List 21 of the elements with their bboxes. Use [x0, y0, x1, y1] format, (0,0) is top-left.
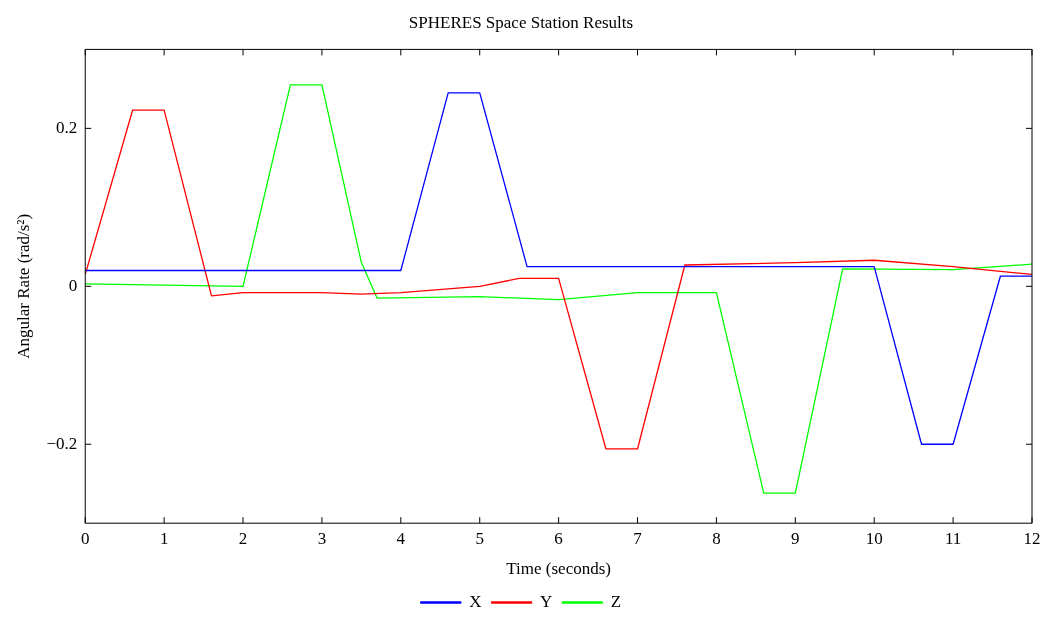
x-tick-label: 5 [475, 528, 484, 548]
chart-title: SPHERES Space Station Results [408, 12, 634, 32]
x-tick-label: 8 [712, 528, 721, 548]
legend-label: X [469, 591, 482, 611]
y-tick-label: −0.2 [46, 433, 78, 453]
x-tick-label: 3 [317, 528, 327, 548]
x-tick-label: 10 [865, 528, 883, 548]
x-tick-label: 1 [159, 528, 169, 548]
x-axis-title: Time (seconds) [506, 559, 611, 579]
legend-label: Y [540, 591, 553, 611]
y-tick-label: 0.2 [55, 117, 78, 137]
x-tick-label: 4 [396, 528, 406, 548]
x-tick-label: 6 [554, 528, 563, 548]
x-tick-label: 12 [1023, 528, 1041, 548]
x-tick-label: 9 [791, 528, 800, 548]
x-tick-label: 11 [944, 528, 962, 548]
legend-label: Z [610, 591, 622, 611]
y-axis-title: Angular Rate (rad/s²) [13, 213, 33, 359]
y-tick-label: 0 [68, 275, 78, 295]
x-tick-label: 7 [633, 528, 643, 548]
x-tick-label: 2 [238, 528, 248, 548]
